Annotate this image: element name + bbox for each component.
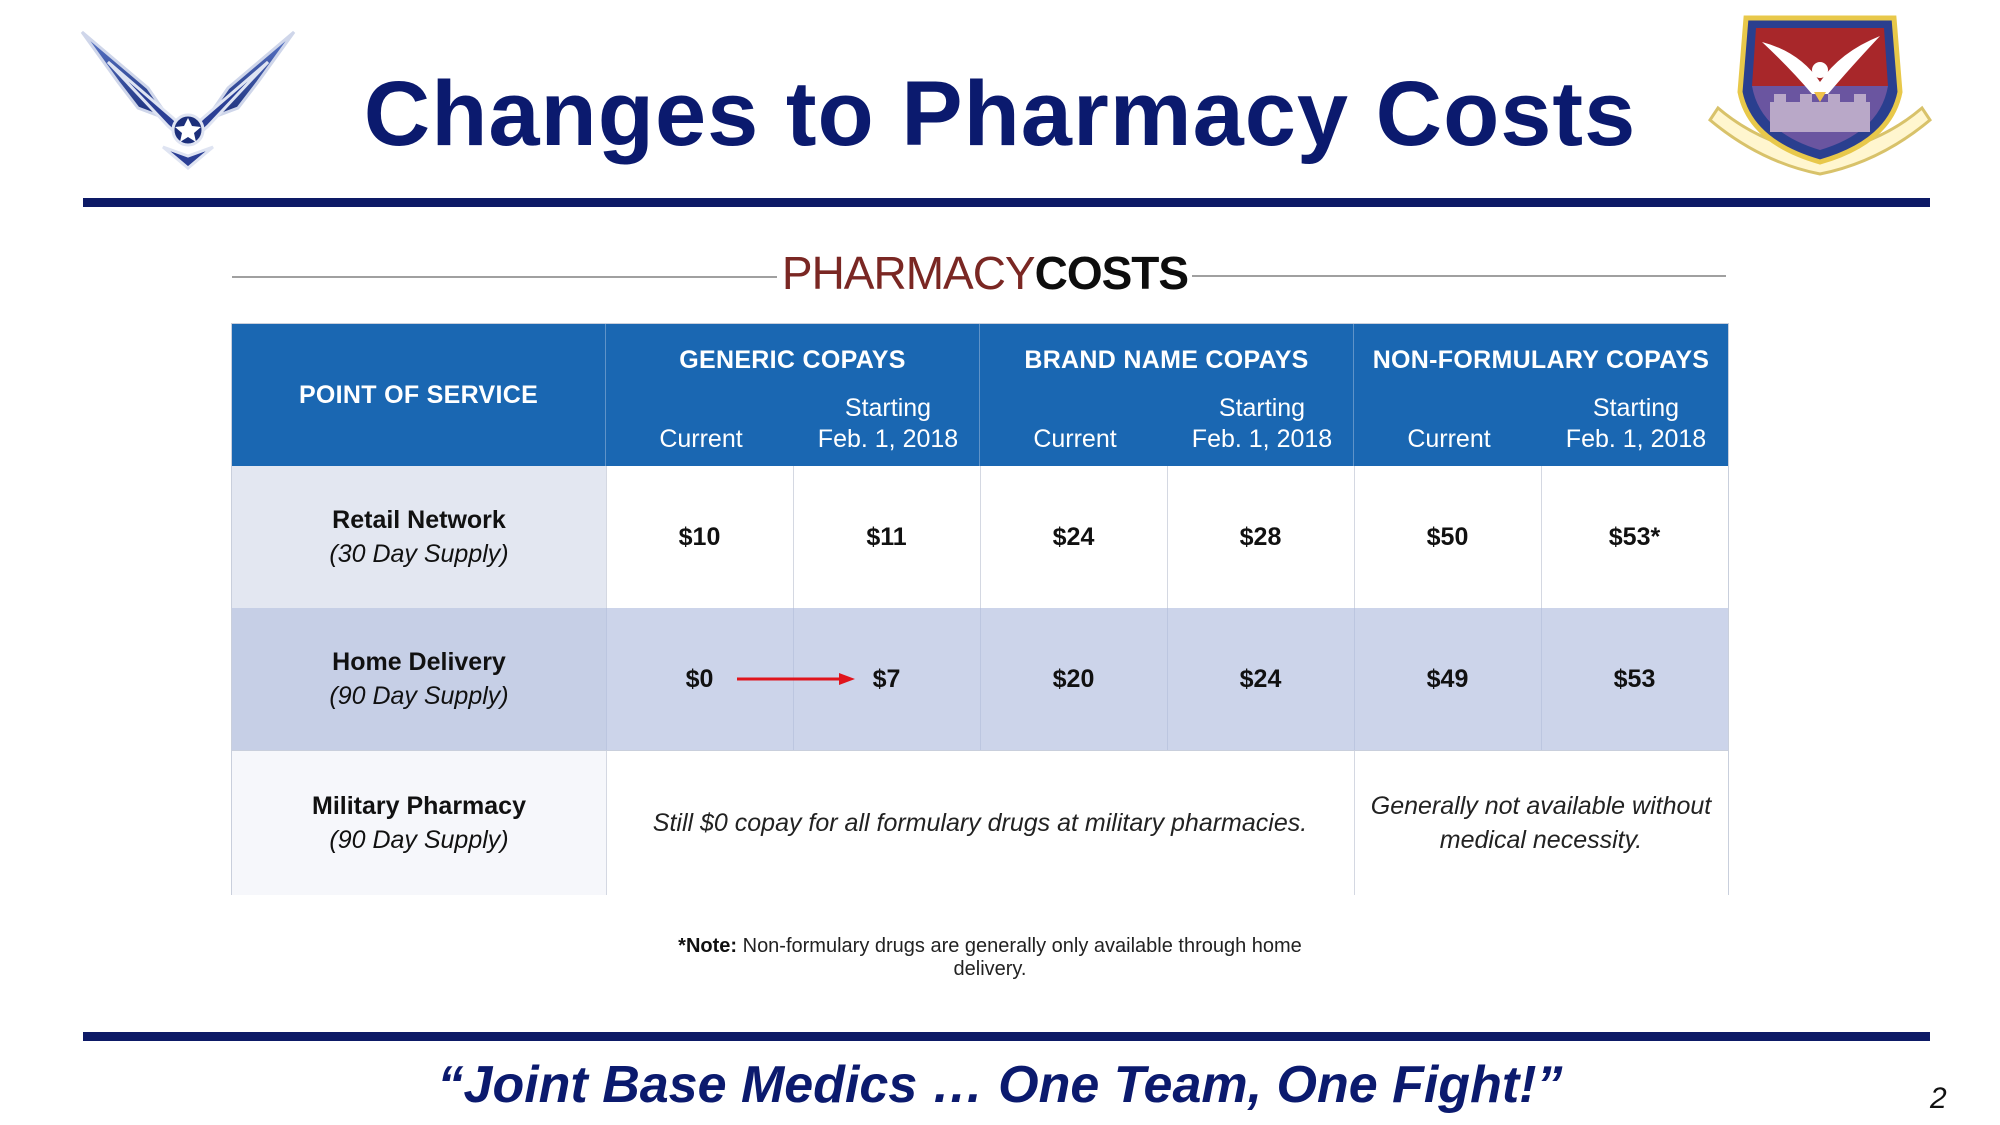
air-force-wings-icon: [78, 22, 298, 172]
header-brand-starting-line1: Starting: [1218, 394, 1306, 422]
military-nonformulary-line1: Generally not available without: [1370, 792, 1712, 820]
header-point-of-service-label: POINT OF SERVICE: [298, 380, 539, 409]
footnote-label: *Note:: [678, 935, 738, 957]
row-supply: (90 Day Supply): [329, 826, 509, 854]
cell-nonform-start: $53*: [1608, 522, 1661, 551]
row-label-home: Home Delivery (90 Day Supply): [232, 608, 606, 750]
page-title: Changes to Pharmacy Costs: [363, 63, 1637, 165]
header-nonformulary-current: Current: [1407, 425, 1491, 453]
row-supply: (30 Day Supply): [329, 540, 509, 568]
cell-generic-start: $7: [872, 664, 901, 693]
row-label-military: Military Pharmacy (90 Day Supply): [232, 751, 606, 895]
heading-line-left: [232, 276, 777, 278]
header-nonformulary-group: NON-FORMULARY COPAYS Current Starting Fe…: [1354, 324, 1728, 466]
military-nonformulary-note: Generally not available without medical …: [1354, 751, 1728, 895]
header-point-of-service: POINT OF SERVICE: [232, 324, 606, 466]
heading-line-right: [1192, 275, 1726, 277]
cell-brand-current: $20: [1052, 664, 1095, 693]
cell-generic-start: $11: [866, 522, 907, 551]
military-nonformulary-line2: medical necessity.: [1439, 826, 1643, 854]
price-increase-arrow-icon: [737, 673, 855, 685]
footnote: *Note: Non-formulary drugs are generally…: [640, 935, 1340, 981]
footnote-text: Non-formulary drugs are generally only a…: [737, 935, 1302, 980]
cell-generic-current: $10: [678, 522, 721, 551]
cell-nonform-current: $49: [1426, 664, 1469, 693]
header-generic-starting-line1: Starting: [844, 394, 932, 422]
header-brand-starting: Starting Feb. 1, 2018: [1172, 393, 1352, 455]
cell-brand-current: $24: [1052, 522, 1095, 551]
table-row-military-pharmacy: Military Pharmacy (90 Day Supply) Still …: [232, 750, 1728, 895]
header-generic-starting-line2: Feb. 1, 2018: [817, 425, 959, 453]
header-brand-starting-line2: Feb. 1, 2018: [1191, 425, 1333, 453]
footer-divider: [83, 1032, 1930, 1041]
header-nonformulary-starting-line2: Feb. 1, 2018: [1565, 425, 1707, 453]
cell-generic-current: $0: [685, 664, 714, 693]
table-row-retail: Retail Network (30 Day Supply) $10 $11 $…: [232, 466, 1728, 608]
row-label-retail: Retail Network (30 Day Supply): [232, 466, 606, 608]
header-divider: [83, 198, 1930, 207]
pharmacy-costs-table: POINT OF SERVICE GENERIC COPAYS Current …: [231, 323, 1729, 895]
header-generic-starting: Starting Feb. 1, 2018: [798, 393, 978, 455]
section-heading: PHARMACYCOSTS: [780, 246, 1190, 300]
header-nonformulary-starting-line1: Starting: [1592, 394, 1680, 422]
header-generic-group: GENERIC COPAYS Current Starting Feb. 1, …: [606, 324, 980, 466]
cell-nonform-start: $53: [1613, 664, 1656, 693]
header-brand-label: BRAND NAME COPAYS: [1024, 346, 1309, 374]
cell-brand-start: $28: [1239, 522, 1282, 551]
cell-brand-start: $24: [1239, 664, 1282, 693]
header-brand-group: BRAND NAME COPAYS Current Starting Feb. …: [980, 324, 1354, 466]
section-heading-part2: COSTS: [1034, 247, 1189, 299]
section-heading-part1: PHARMACY: [781, 247, 1036, 299]
header-nonformulary-starting: Starting Feb. 1, 2018: [1546, 393, 1726, 455]
medical-group-crest-icon: [1700, 12, 1940, 187]
table-row-home-delivery: Home Delivery (90 Day Supply) $0 $7 $20 …: [232, 608, 1728, 750]
page-number: 2: [1930, 1082, 1947, 1115]
header-nonformulary-label: NON-FORMULARY COPAYS: [1372, 346, 1710, 374]
row-name: Home Delivery: [332, 648, 506, 676]
motto: “Joint Base Medics … One Team, One Fight…: [437, 1056, 1563, 1114]
row-supply: (90 Day Supply): [329, 682, 509, 710]
row-name: Military Pharmacy: [312, 792, 526, 820]
header-generic-current: Current: [659, 425, 743, 453]
row-name: Retail Network: [332, 506, 506, 534]
header-generic-label: GENERIC COPAYS: [679, 346, 906, 374]
header-brand-current: Current: [1033, 425, 1117, 453]
military-formulary-note: Still $0 copay for all formulary drugs a…: [652, 809, 1308, 837]
cell-nonform-current: $50: [1426, 522, 1469, 551]
